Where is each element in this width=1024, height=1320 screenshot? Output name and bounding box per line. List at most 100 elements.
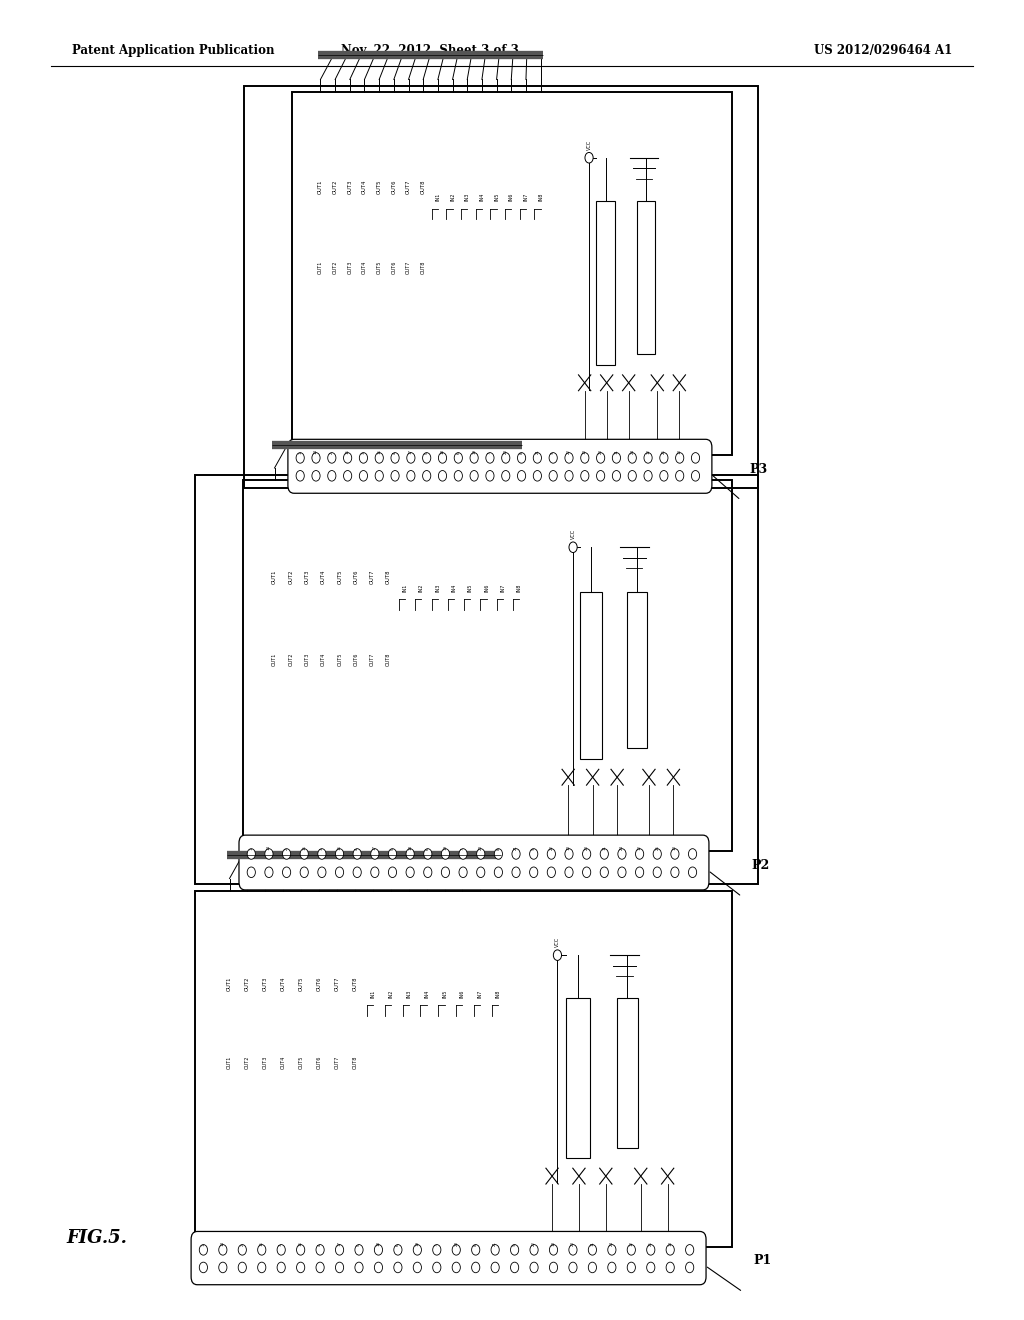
Text: 2: 2 [285, 847, 289, 850]
Bar [244, 86, 758, 488]
Text: 21: 21 [514, 845, 518, 850]
Circle shape [569, 1262, 578, 1272]
Text: 16: 16 [338, 845, 342, 850]
Circle shape [433, 1245, 441, 1255]
Circle shape [492, 1245, 500, 1255]
Text: 6: 6 [426, 847, 430, 850]
Text: FIG.5.: FIG.5. [67, 1229, 127, 1247]
Circle shape [200, 1262, 208, 1272]
Circle shape [317, 849, 326, 859]
Circle shape [300, 849, 308, 859]
Text: 19: 19 [416, 1241, 420, 1246]
Text: IN7: IN7 [523, 193, 528, 201]
Circle shape [455, 453, 463, 463]
Circle shape [667, 1245, 675, 1255]
Text: 18: 18 [377, 1241, 381, 1246]
Text: 7: 7 [461, 847, 465, 850]
Text: OUT2: OUT2 [289, 652, 293, 667]
Text: OUT6: OUT6 [316, 1056, 322, 1069]
Text: 18: 18 [440, 449, 444, 454]
Text: 10: 10 [583, 449, 587, 454]
Circle shape [691, 453, 699, 463]
Circle shape [617, 849, 626, 859]
Circle shape [688, 867, 696, 878]
Circle shape [549, 470, 557, 480]
Text: 5: 5 [357, 1243, 361, 1246]
Circle shape [328, 470, 336, 480]
Text: 22: 22 [549, 845, 553, 850]
Text: 20: 20 [479, 845, 482, 850]
Circle shape [453, 1262, 461, 1272]
Text: 11: 11 [614, 449, 618, 454]
Circle shape [300, 867, 308, 878]
Text: OUT4: OUT4 [281, 1056, 286, 1069]
Text: 4: 4 [393, 451, 397, 454]
Text: IN2: IN2 [451, 193, 455, 201]
Circle shape [565, 453, 573, 463]
Circle shape [534, 453, 542, 463]
Text: P3: P3 [750, 462, 768, 475]
Circle shape [549, 453, 557, 463]
Text: P2: P2 [752, 859, 770, 871]
Circle shape [441, 849, 450, 859]
Circle shape [278, 1245, 286, 1255]
Text: OUT1: OUT1 [272, 570, 278, 585]
Text: 8: 8 [519, 451, 523, 454]
Circle shape [597, 470, 605, 480]
Circle shape [239, 1262, 247, 1272]
Text: OUT5: OUT5 [377, 180, 382, 194]
Circle shape [583, 867, 591, 878]
Text: OUT3: OUT3 [304, 652, 309, 667]
Text: 5: 5 [390, 847, 394, 850]
FancyBboxPatch shape [288, 440, 712, 494]
Text: Patent Application Publication: Patent Application Publication [72, 44, 274, 57]
Bar [195, 891, 732, 1247]
Text: 11: 11 [602, 845, 606, 850]
Circle shape [529, 849, 538, 859]
Text: IN2: IN2 [388, 990, 393, 998]
Circle shape [423, 453, 431, 463]
Text: OUT3: OUT3 [347, 260, 352, 275]
Circle shape [317, 867, 326, 878]
Circle shape [512, 867, 520, 878]
Circle shape [659, 453, 668, 463]
Text: 2: 2 [241, 1243, 245, 1246]
Circle shape [265, 849, 273, 859]
Circle shape [517, 453, 525, 463]
Text: 15: 15 [260, 1241, 264, 1246]
Text: OUT7: OUT7 [407, 260, 411, 275]
Text: 19: 19 [443, 845, 447, 850]
Circle shape [424, 867, 432, 878]
Circle shape [355, 1262, 364, 1272]
Circle shape [355, 1245, 364, 1255]
Text: 20: 20 [504, 449, 508, 454]
Text: OUT2: OUT2 [333, 260, 338, 275]
Text: 3: 3 [319, 847, 324, 850]
Circle shape [375, 1245, 383, 1255]
Text: IN5: IN5 [468, 583, 473, 591]
Text: 21: 21 [536, 449, 540, 454]
Text: IN6: IN6 [460, 990, 465, 998]
Text: 25: 25 [662, 449, 666, 454]
Text: OUT5: OUT5 [337, 570, 342, 585]
Circle shape [502, 453, 510, 463]
Bar [638, 201, 655, 354]
Text: 4: 4 [355, 847, 359, 850]
Circle shape [388, 849, 396, 859]
Text: 13: 13 [669, 1241, 672, 1246]
Text: 25: 25 [649, 1241, 652, 1246]
Text: 6: 6 [457, 451, 461, 454]
Text: IN3: IN3 [435, 583, 440, 591]
Circle shape [628, 470, 636, 480]
Text: IN7: IN7 [501, 583, 506, 591]
Text: 16: 16 [377, 449, 381, 454]
Text: OUT8: OUT8 [352, 1056, 357, 1069]
Circle shape [472, 1245, 480, 1255]
Text: 23: 23 [585, 845, 589, 850]
Text: IN4: IN4 [424, 990, 429, 998]
Circle shape [565, 849, 573, 859]
Text: 8: 8 [497, 847, 501, 850]
Circle shape [628, 1262, 636, 1272]
Circle shape [328, 453, 336, 463]
Text: VCC: VCC [570, 529, 575, 540]
